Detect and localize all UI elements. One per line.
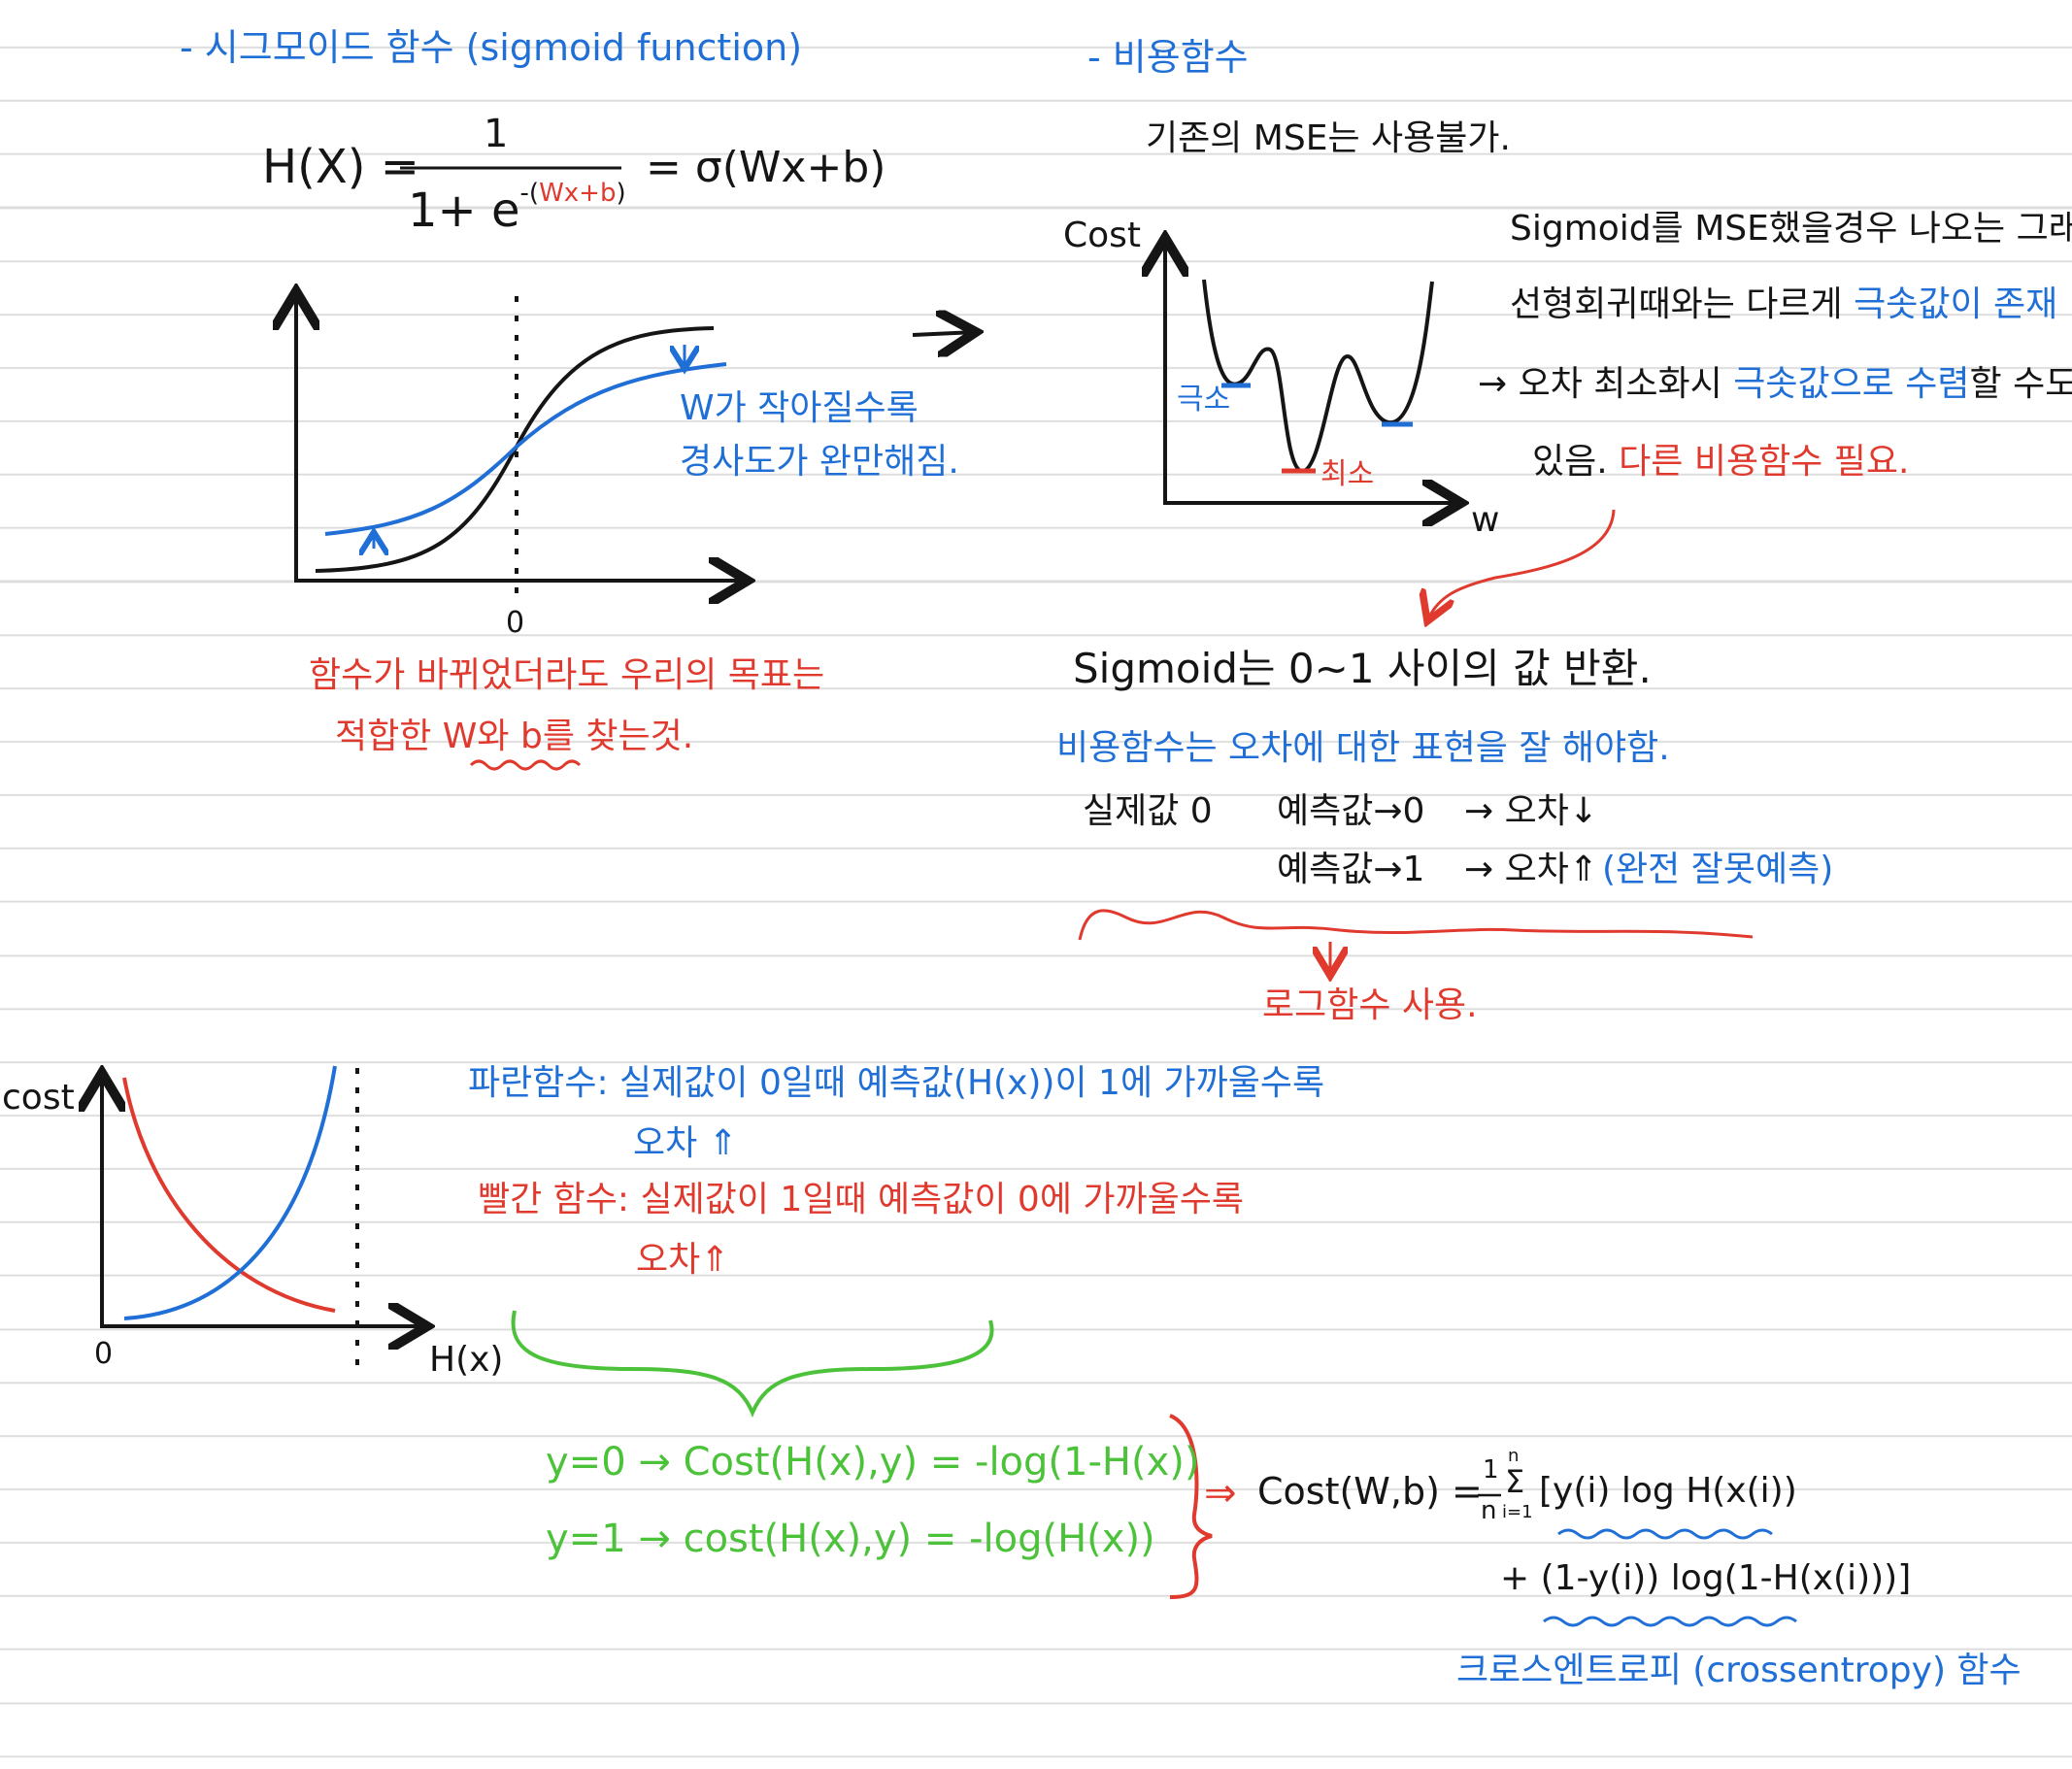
log-graph-cost-label: cost bbox=[2, 1078, 75, 1118]
red-brace bbox=[1169, 1414, 1213, 1599]
mse-graph-w-label: w bbox=[1471, 500, 1500, 540]
case-y0: y=0 → Cost(H(x),y) = -log(1-H(x)) bbox=[546, 1440, 1200, 1485]
blue-squiggle-2 bbox=[1543, 1616, 1797, 1627]
wrong-prediction-label: (완전 잘못예측) bbox=[1602, 850, 1834, 889]
sigmoid-graph bbox=[296, 291, 748, 594]
local-min-label: 극소 bbox=[1177, 383, 1231, 417]
mse-desc-line4: 있음. 다른 비용함수 필요. bbox=[1532, 442, 1910, 482]
crossentropy-label: 크로스엔트로피 (crossentropy) 함수 bbox=[1456, 1651, 2022, 1690]
sigmoid-section-title: - 시그모이드 함수 (sigmoid function) bbox=[180, 26, 803, 69]
mse-desc-line3: → 오차 최소화시 극솟값으로 수렴할 수도 bbox=[1478, 364, 2072, 404]
log-graph-zero-label: 0 bbox=[94, 1337, 114, 1371]
formula-rhs: = σ(Wx+b) bbox=[646, 143, 886, 192]
final-sum-symbol: Σ bbox=[1505, 1463, 1525, 1500]
formula-lhs: H(X) = bbox=[262, 140, 419, 194]
sigmoid-blue-curve bbox=[324, 362, 727, 536]
use-log-function: 로그함수 사용. bbox=[1262, 985, 1478, 1025]
log-graph-hx-label: H(x) bbox=[429, 1340, 504, 1380]
implies-arrow: ⇒ bbox=[1204, 1471, 1237, 1516]
sigmoid-range-line1: Sigmoid는 0~1 사이의 값 반환. bbox=[1073, 645, 1652, 692]
mse-graph-cost-label: Cost bbox=[1063, 216, 1142, 255]
final-frac-den: n bbox=[1481, 1496, 1497, 1525]
sigmoid-range-line2: 비용함수는 오차에 대한 표현을 잘 해야함. bbox=[1056, 728, 1670, 768]
blue-squiggle-1 bbox=[1557, 1528, 1773, 1540]
mse-desc-line2: 선형회귀때와는 다르게 극솟값이 존재 bbox=[1510, 284, 2058, 324]
mse-desc-line1: Sigmoid를 MSE했을경우 나오는 그래프. bbox=[1510, 209, 2072, 249]
red-curved-arrow bbox=[1427, 509, 1616, 621]
case-y1: y=1 → cost(H(x),y) = -log(H(x)) bbox=[546, 1517, 1155, 1561]
final-sum-top: n bbox=[1508, 1446, 1520, 1466]
formula-numerator: 1 bbox=[484, 112, 509, 156]
transition-arrow bbox=[912, 332, 976, 335]
formula-exponent-highlight: Wx+b bbox=[539, 179, 617, 208]
error-up-label: → 오차⇑ bbox=[1464, 850, 1599, 889]
formula-denominator: 1+ e-(Wx+b) bbox=[408, 179, 626, 238]
graph-note-line1: W가 작아질수록 bbox=[680, 388, 919, 428]
pred-zero-label: 예측값→0 bbox=[1277, 791, 1425, 831]
red-log-curve bbox=[122, 1077, 336, 1313]
goal-line1: 함수가 바뀌었더라도 우리의 목표는 bbox=[309, 655, 825, 695]
blue-log-curve bbox=[123, 1065, 337, 1320]
green-brace bbox=[511, 1310, 994, 1419]
actual-zero-label: 실제값 0 bbox=[1083, 791, 1213, 831]
sigmoid-graph-zero-label: 0 bbox=[506, 606, 525, 640]
goal-line2: 적합한 W와 b를 찾는것. bbox=[335, 717, 694, 756]
red-function-note: 빨간 함수: 실제값이 1일때 예측값이 0에 가까울수록 bbox=[478, 1180, 1244, 1219]
blue-function-note-error: 오차 ⇑ bbox=[633, 1123, 738, 1163]
final-sum-bottom: i=1 bbox=[1502, 1502, 1533, 1522]
final-term2: + (1-y(i)) log(1-H(x(i)))] bbox=[1500, 1558, 1912, 1598]
goal-squiggle bbox=[469, 759, 582, 771]
error-down-label: → 오차↓ bbox=[1464, 791, 1599, 831]
formula-denominator-base: 1+ e bbox=[408, 184, 520, 238]
final-formula-lhs: Cost(W,b) = bbox=[1257, 1470, 1483, 1513]
red-function-note-error: 오차⇑ bbox=[636, 1240, 730, 1280]
final-term1: [y(i) log H(x(i)) bbox=[1539, 1471, 1797, 1511]
cost-section-title: - 비용함수 bbox=[1087, 36, 1249, 79]
mse-note: 기존의 MSE는 사용불가. bbox=[1146, 118, 1511, 158]
graph-note-line2: 경사도가 완만해짐. bbox=[680, 442, 959, 482]
mse-cost-graph bbox=[1165, 238, 1461, 505]
mse-cost-curve bbox=[1202, 279, 1434, 473]
pred-one-label: 예측값→1 bbox=[1277, 850, 1425, 889]
log-graph bbox=[102, 1066, 427, 1379]
formula-exponent: -(Wx+b) bbox=[519, 179, 626, 208]
global-min-label: 최소 bbox=[1320, 457, 1375, 491]
final-frac-num: 1 bbox=[1483, 1455, 1499, 1485]
blue-function-note: 파란함수: 실제값이 0일때 예측값(H(x))이 1에 가까울수록 bbox=[468, 1063, 1325, 1103]
red-wavy-line bbox=[1078, 909, 1754, 941]
